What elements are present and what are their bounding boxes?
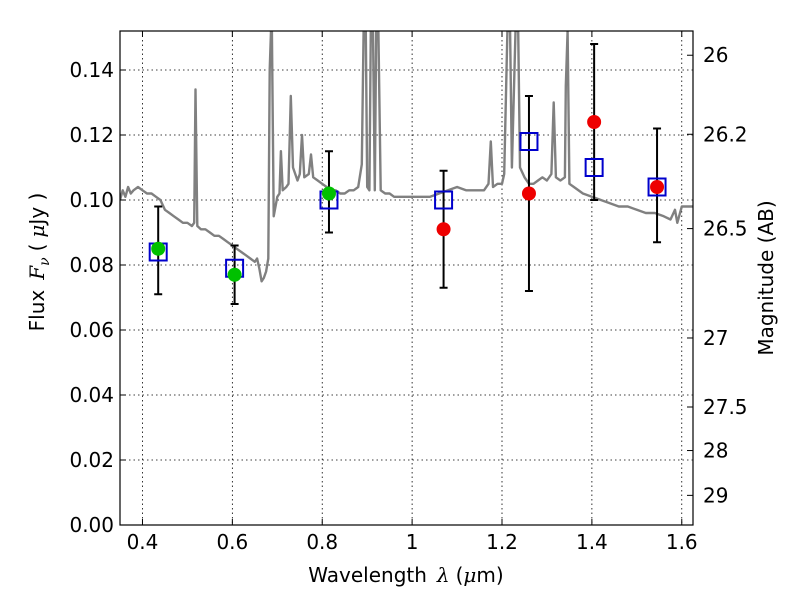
- spectrum-layer: [120, 31, 693, 283]
- x-tick-label: 0.6: [216, 530, 248, 554]
- y2-tick-label: 26: [703, 43, 728, 67]
- x-tick-label: 1.4: [576, 530, 608, 554]
- x-tick-label: 1.2: [486, 530, 518, 554]
- data-point-square: [434, 190, 454, 210]
- marker-layer: [148, 115, 667, 282]
- y-tick-label: 0.14: [69, 58, 114, 82]
- x-tick-label: 0.8: [306, 530, 338, 554]
- ticks: 0.4 0.6 0.8 1 1.2 1.4 1.6 0.00 0.02 0.04 0.06 0.08 0…: [69, 31, 748, 554]
- x-tick-label: 0.4: [127, 530, 159, 554]
- data-point-red: [521, 186, 536, 201]
- spectrum-line: [120, 31, 693, 283]
- data-point-square: [519, 132, 539, 151]
- plot-frame: [119, 30, 694, 526]
- data-point-red: [650, 180, 665, 194]
- y2-tick-label: 27: [703, 326, 728, 350]
- y2-tick-label: 26.2: [703, 122, 748, 146]
- y-tick-label: 0.10: [69, 188, 114, 212]
- y2-tick-label: 28: [703, 439, 728, 463]
- x-tick-label: 1: [406, 530, 419, 554]
- y2-axis-title: Magnitude (AB): [754, 200, 778, 355]
- y-tick-label: 0.02: [69, 448, 114, 472]
- x-axis-title: Wavelength λ (μm): [308, 563, 503, 587]
- y-tick-label: 0.00: [69, 513, 114, 537]
- y-tick-label: 0.04: [69, 383, 114, 407]
- y-tick-label: 0.08: [69, 253, 114, 277]
- data-point-square: [647, 177, 667, 197]
- x-tick-label: 1.6: [666, 530, 698, 554]
- data-point-red: [587, 115, 602, 129]
- data-point-red: [436, 222, 451, 237]
- y2-tick-label: 27.5: [703, 395, 748, 419]
- data-point-green: [151, 241, 166, 256]
- y-tick-label: 0.12: [69, 123, 114, 147]
- y-axis-title: FluxFν(μJy ): [25, 193, 53, 332]
- data-point-green: [227, 267, 242, 282]
- y2-tick-label: 26.5: [703, 217, 748, 241]
- y2-tick-label: 29: [703, 483, 728, 507]
- data-point-square: [584, 158, 604, 177]
- y-tick-label: 0.06: [69, 318, 114, 342]
- data-point-green: [321, 186, 336, 201]
